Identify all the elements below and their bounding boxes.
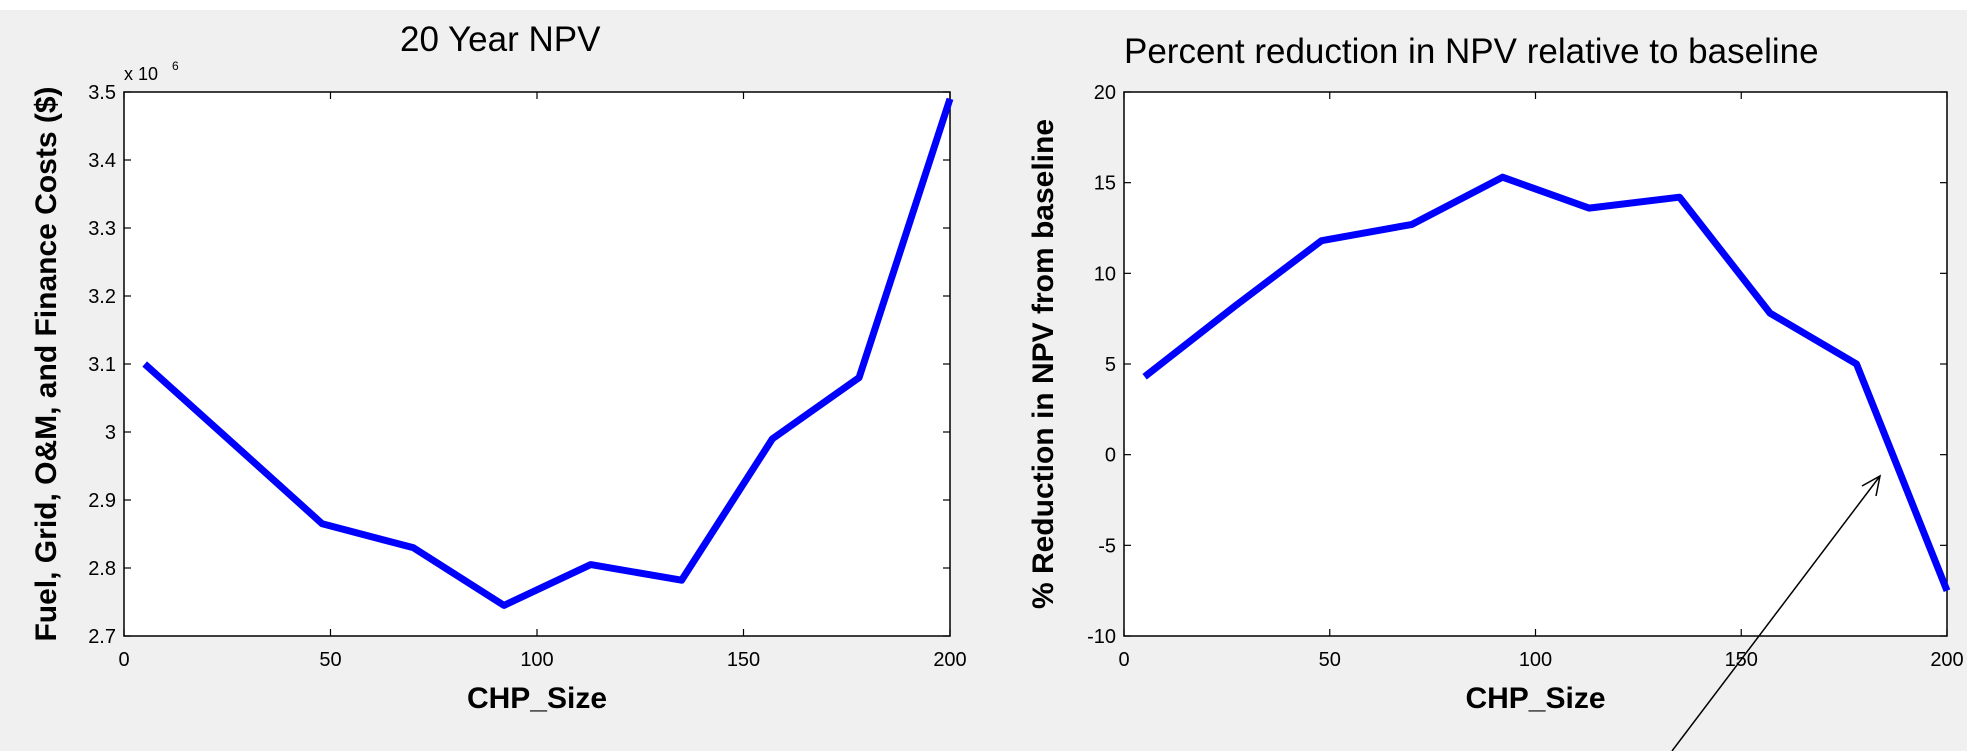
chart-2-y-tick-label: 20 [1094,82,1116,104]
chart-1-y-tick-label: 3.5 [88,82,116,104]
chart-1-y-exponent-power: 6 [172,59,179,73]
chart-1-x-tick-label: 100 [520,649,553,671]
chart-1-y-tick-label: 2.7 [88,626,116,648]
chart-2-y-tick-label: 15 [1094,173,1116,195]
chart-2-y-axis-label: % Reduction in NPV from baseline [1027,119,1060,609]
chart-1-x-tick-label: 0 [118,649,129,671]
chart-1-y-axis-label: Fuel, Grid, O&M, and Finance Costs ($) [30,86,63,641]
chart-2-y-tick-label: 5 [1105,354,1116,376]
chart-2-y-tick-label: 0 [1105,445,1116,467]
chart-1-y-tick-label: 3.1 [88,354,116,376]
chart-2-x-tick-label: 50 [1319,649,1341,671]
chart-1-x-tick-label: 200 [933,649,966,671]
chart-2-series-line [1142,173,1951,592]
chart-2-y-tick-label: -10 [1087,626,1116,648]
chart-1-y-tick-label: 3.2 [88,286,116,308]
chart-1-y-tick-label: 2.9 [88,490,116,512]
chart-title-npv: 20 Year NPV [400,20,601,59]
chart-1-y-tick-label: 3.4 [88,150,116,172]
chart-1-y-tick-label: 3 [105,422,116,444]
chart-2-x-axis-label: CHP_Size [1465,682,1605,715]
chart-2-x-tick-label: 100 [1519,649,1552,671]
chart-1-x-tick-label: 150 [727,649,760,671]
chart-1-x-tick-label: 50 [319,649,341,671]
chart-1-y-exponent-label: x 10 [124,64,158,84]
chart-1-plot-area [123,91,951,637]
chart-title-reduction: Percent reduction in NPV relative to bas… [1124,32,1819,71]
chart-1-y-tick-label: 2.8 [88,558,116,580]
chart-1-series-line [142,97,954,609]
chart-2-x-tick-label: 0 [1118,649,1129,671]
chart-1-x-axis-label: CHP_Size [467,682,607,715]
annotation-arrow-line [1671,475,1881,751]
chart-2-plot-area [1123,91,1948,637]
chart-1-y-tick-label: 3.3 [88,218,116,240]
chart-2-y-tick-label: -5 [1098,535,1116,557]
annotation-arrow-head [1861,474,1882,497]
chart-2-y-tick-label: 10 [1094,263,1116,285]
chart-2-x-tick-label: 200 [1930,649,1963,671]
